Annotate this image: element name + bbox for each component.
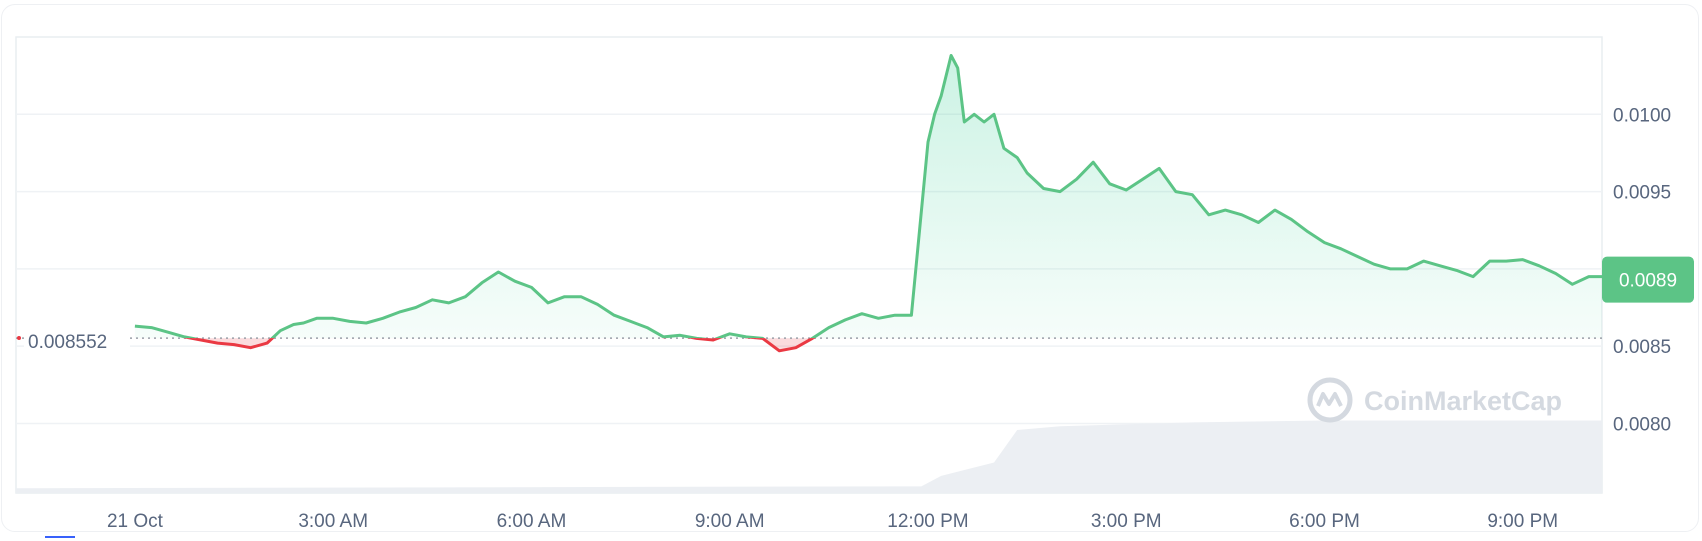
y-axis: 0.0100 0.0095 0.0085 0.0080: [1613, 105, 1671, 435]
scroll-indicator[interactable]: [45, 536, 75, 538]
x-axis: 21 Oct 3:00 AM 6:00 AM 9:00 AM 12:00 PM 3:00 …: [107, 511, 1558, 532]
watermark: CoinMarketCap: [1307, 377, 1562, 423]
y-tick-label: 0.0085: [1613, 337, 1671, 358]
x-tick-label: 21 Oct: [107, 511, 164, 532]
series-line-up: [134, 54, 1602, 339]
x-tick-label: 9:00 AM: [695, 511, 765, 532]
x-tick-label: 6:00 PM: [1289, 511, 1360, 532]
y-tick-label: 0.0080: [1613, 414, 1671, 435]
watermark-text: CoinMarketCap: [1364, 386, 1562, 416]
baseline-label-bg: [24, 326, 130, 354]
x-tick-label: 3:00 AM: [298, 511, 368, 532]
y-tick-label: 0.0095: [1613, 183, 1671, 204]
y-tick-label: 0.0100: [1613, 105, 1671, 126]
x-tick-label: 9:00 PM: [1487, 511, 1558, 532]
price-line: [134, 54, 1602, 353]
x-tick-label: 6:00 AM: [497, 511, 567, 532]
volume-area: [16, 420, 1602, 493]
baseline-marker: [17, 336, 21, 340]
area-fill-up: [134, 55, 1602, 339]
current-price-tag-bg: [1602, 256, 1694, 303]
baseline-label: 0.008552: [28, 332, 107, 353]
chart-card: CoinMarketCap 0.0100 0.0095 0.0085 0.0080 2…: [1, 4, 1699, 538]
current-price-tag-text: 0.0089: [1619, 271, 1677, 292]
volume-bars: [16, 420, 1602, 493]
x-tick-label: 12:00 PM: [887, 511, 968, 532]
current-price-tag: 0.0089: [1602, 256, 1694, 303]
x-tick-label: 3:00 PM: [1091, 511, 1162, 532]
price-chart[interactable]: CoinMarketCap 0.0100 0.0095 0.0085 0.0080 2…: [2, 5, 1702, 541]
watermark-logo-icon: [1307, 377, 1353, 423]
watermark-logo-wave: [1316, 392, 1343, 407]
price-area: [134, 55, 1602, 351]
